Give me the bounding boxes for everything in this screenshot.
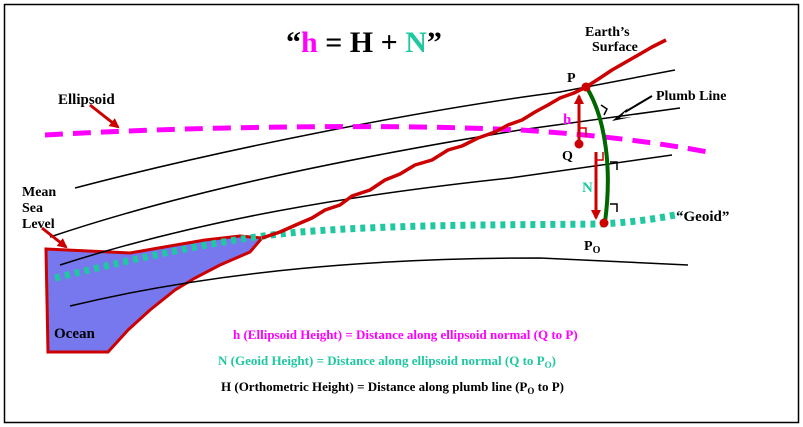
right-angle-plumb-mid (610, 161, 618, 170)
msl-label-3: Level (22, 217, 55, 232)
legend-line-n: N (Geoid Height) = Distance along ellips… (218, 353, 556, 370)
point-po-sub: O (593, 245, 601, 256)
layer-line-3 (59, 154, 673, 266)
plumb-line-label: Plumb Line (656, 89, 726, 104)
layer-line-4 (69, 257, 689, 307)
point-po-dot (599, 218, 609, 228)
title-open-quote: “ (286, 26, 301, 59)
legend-line-n-sub: O (545, 360, 552, 370)
title-close-quote: ” (427, 26, 442, 59)
ocean-area (44, 234, 266, 354)
legend-line-n-end: ) (552, 353, 556, 368)
legend-line-n-main: N (Geoid Height) = Distance along ellips… (218, 353, 545, 368)
layer-line-1 (74, 69, 676, 189)
ellipsoid-pointer-arrow (89, 103, 120, 129)
title-n: N (405, 26, 427, 59)
ellipsoid-label: Ellipsoid (58, 92, 115, 108)
n-letter-label: N (582, 180, 593, 196)
point-po-main: P (584, 239, 593, 254)
earths-surface-label-2: Surface (592, 40, 638, 55)
title-eq: = H + (318, 26, 406, 59)
msl-pointer-arrow (41, 226, 68, 249)
legend-line-h: h (Ellipsoid Height) = Distance along el… (233, 327, 578, 342)
legend-line-ortho-sub: O (527, 386, 534, 396)
point-p-dot (581, 82, 591, 92)
legend-line-h-ortho: H (Orthometric Height) = Distance along … (221, 379, 564, 396)
right-angle-h (579, 127, 587, 137)
plumb-line (585, 86, 610, 223)
msl-label-2: Sea (22, 201, 43, 216)
legend-line-ortho-start: H (Orthometric Height) = Distance along … (221, 379, 527, 394)
earths-surface-label-1: Earth’s (585, 25, 630, 40)
geoid-line (54, 210, 681, 282)
legend-line-ortho-end: to P) (534, 379, 564, 394)
right-angle-n (596, 152, 604, 161)
geoid-label: “Geoid” (676, 209, 729, 225)
frame-border (3, 3, 800, 424)
ellipsoid-line (44, 124, 709, 155)
plumb-pointer-head (612, 108, 632, 121)
title-h: h (301, 26, 318, 59)
plumb-pointer-line (624, 95, 653, 113)
point-q-dot (574, 139, 584, 149)
layer-line-2 (49, 107, 681, 238)
ocean-label: Ocean (54, 326, 95, 342)
right-angle-plumb-top (600, 104, 608, 116)
title-formula: “h = H + N” (286, 26, 442, 59)
right-angle-plumb-low (610, 203, 618, 212)
point-p-label: P (567, 71, 576, 86)
point-q-label: Q (562, 149, 573, 164)
earth-surface-line (261, 38, 667, 240)
h-letter-label: h (563, 112, 572, 128)
point-po-label: PO (584, 239, 601, 256)
msl-label-1: Mean (22, 185, 56, 200)
